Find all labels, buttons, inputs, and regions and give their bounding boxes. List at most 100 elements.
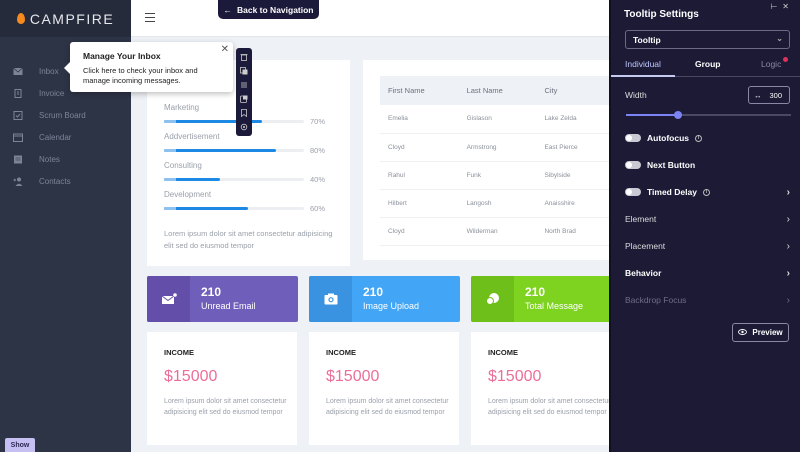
preview-button[interactable]: Preview: [732, 323, 789, 342]
cell-city: East Pierce: [536, 133, 609, 162]
sidebar-item-scrum-board[interactable]: Scrum Board: [0, 104, 131, 126]
skill-progress-bar: [164, 149, 304, 152]
stat-label: Image Upload: [363, 301, 420, 311]
eye-icon: [738, 328, 748, 337]
timed-delay-row[interactable]: Timed Delay i ›: [625, 184, 790, 200]
cell-first-name: Rahul: [380, 161, 459, 190]
cell-first-name: Cloyd: [380, 133, 459, 162]
stat-image-upload[interactable]: 210 Image Upload: [309, 276, 460, 322]
cell-first-name: Hilbert: [380, 189, 459, 218]
close-icon[interactable]: ✕: [782, 2, 794, 11]
panel-title: Tooltip Settings: [624, 9, 699, 20]
flame-icon: [16, 13, 25, 24]
copy-icon[interactable]: [240, 67, 248, 75]
sidebar-item-label: Scrum Board: [39, 110, 86, 120]
topbar: [131, 0, 609, 37]
autofocus-row: Autofocus i: [625, 130, 790, 146]
width-input[interactable]: ↔ 300: [748, 86, 790, 104]
camera-icon: [309, 276, 352, 322]
sliders-icon[interactable]: [240, 81, 248, 89]
target-icon[interactable]: [240, 123, 248, 131]
column-header-city[interactable]: City: [536, 76, 609, 105]
info-icon[interactable]: i: [702, 188, 710, 196]
table-row[interactable]: Cloyd Wilderman North Brad: [380, 217, 609, 246]
tooltip-settings-panel: Tooltip Settings ⊢✕ Tooltip ⌄ Individual…: [609, 0, 800, 452]
tab-group[interactable]: Group: [695, 59, 721, 69]
chevron-down-icon: ⌄: [776, 34, 783, 43]
sidebar-item-invoice[interactable]: Invoice: [0, 82, 131, 104]
sidebar-item-inbox[interactable]: Inbox: [0, 60, 131, 82]
income-card: INCOME $15000 Lorem ipsum dolor sit amet…: [147, 332, 297, 445]
sidebar-item-contacts[interactable]: Contacts: [0, 170, 131, 192]
bookmark-icon[interactable]: [240, 109, 248, 117]
active-tab-indicator: [611, 75, 675, 77]
column-header-last-name[interactable]: Last Name: [458, 76, 537, 105]
type-select[interactable]: Tooltip ⌄: [625, 30, 790, 49]
sidebar-item-notes[interactable]: Notes: [0, 148, 131, 170]
table-card: First Name Last Name City Emelia Gislason…: [363, 60, 609, 260]
table-row[interactable]: Cloyd Armstrong East Pierce: [380, 133, 609, 162]
type-select-value: Tooltip: [633, 34, 661, 45]
section-element[interactable]: Element ›: [625, 211, 790, 227]
skill-label: Consulting: [164, 161, 202, 170]
trash-icon[interactable]: [240, 53, 248, 61]
section-label: Behavior: [625, 268, 662, 278]
section-backdrop-focus[interactable]: Backdrop Focus ›: [625, 292, 790, 308]
skill-label: Marketing: [164, 103, 200, 112]
checkbox-icon: [13, 110, 23, 120]
income-title: INCOME: [488, 348, 518, 357]
sidebar-item-calendar[interactable]: Calendar: [0, 126, 131, 148]
skill-progress-bar: [164, 120, 304, 123]
close-icon[interactable]: ✕: [220, 44, 229, 55]
skill-advertisement: Addvertisement 80%: [164, 132, 325, 155]
income-value: $15000: [488, 368, 542, 385]
skill-marketing: Marketing 70%: [164, 103, 325, 126]
skill-development: Development 60%: [164, 190, 325, 213]
table-header-row: First Name Last Name City: [380, 76, 609, 105]
skill-percent: 80%: [310, 146, 326, 155]
tab-logic[interactable]: Logic: [761, 59, 782, 69]
slider-thumb[interactable]: [674, 111, 682, 119]
width-slider[interactable]: [626, 111, 791, 119]
show-button[interactable]: Show: [5, 438, 35, 452]
tab-individual[interactable]: Individual: [625, 59, 661, 69]
income-description: Lorem ipsum dolor sit amet consectetur a…: [488, 398, 611, 416]
stat-label: Total Message: [525, 301, 584, 311]
sidebar-item-label: Notes: [39, 154, 60, 164]
cell-last-name: Langosh: [458, 189, 537, 218]
skill-percent: 60%: [310, 204, 326, 213]
chevron-right-icon: ›: [786, 294, 790, 306]
stat-value: 210: [201, 285, 222, 299]
chevron-right-icon: ›: [786, 267, 790, 279]
income-value: $15000: [326, 368, 380, 385]
tooltip-body: Click here to check your inbox and manag…: [83, 66, 198, 85]
cell-city: North Brad: [536, 217, 609, 246]
section-placement[interactable]: Placement ›: [625, 238, 790, 254]
timed-delay-toggle[interactable]: [625, 188, 641, 196]
notes-icon: [13, 155, 23, 163]
dock-icon[interactable]: ⊢: [770, 2, 783, 11]
chevron-right-icon: ›: [786, 240, 790, 252]
back-to-navigation-button[interactable]: ← Back to Navigation: [218, 0, 319, 19]
table-row[interactable]: Emelia Gislason Lake Zelda: [380, 105, 609, 134]
info-icon[interactable]: i: [695, 134, 703, 142]
section-label: Placement: [625, 241, 666, 251]
table-row[interactable]: Hilbert Langosh Anaisshire: [380, 189, 609, 218]
menu-icon[interactable]: [145, 13, 155, 22]
cell-city: Anaisshire: [536, 189, 609, 218]
duplicate-icon[interactable]: [240, 95, 248, 103]
table-row[interactable]: Rahul Funk Sibylside: [380, 161, 609, 190]
stat-total-message[interactable]: 210 Total Message: [471, 276, 609, 322]
brand[interactable]: CAMPFIRE: [0, 0, 131, 37]
stat-unread-email[interactable]: 210 Unread Email: [147, 276, 298, 322]
column-header-first-name[interactable]: First Name: [380, 76, 459, 105]
autofocus-toggle[interactable]: [625, 134, 641, 142]
income-description: Lorem ipsum dolor sit amet consectetur a…: [164, 398, 287, 416]
sidebar-item-label: Calendar: [39, 132, 72, 142]
tooltip-toolbar: [236, 48, 252, 136]
width-value: 300: [769, 90, 783, 100]
next-button-toggle[interactable]: [625, 161, 641, 169]
section-behavior[interactable]: Behavior ›: [625, 265, 790, 281]
tooltip-title: Manage Your Inbox: [83, 51, 161, 61]
cell-last-name: Armstrong: [458, 133, 537, 162]
